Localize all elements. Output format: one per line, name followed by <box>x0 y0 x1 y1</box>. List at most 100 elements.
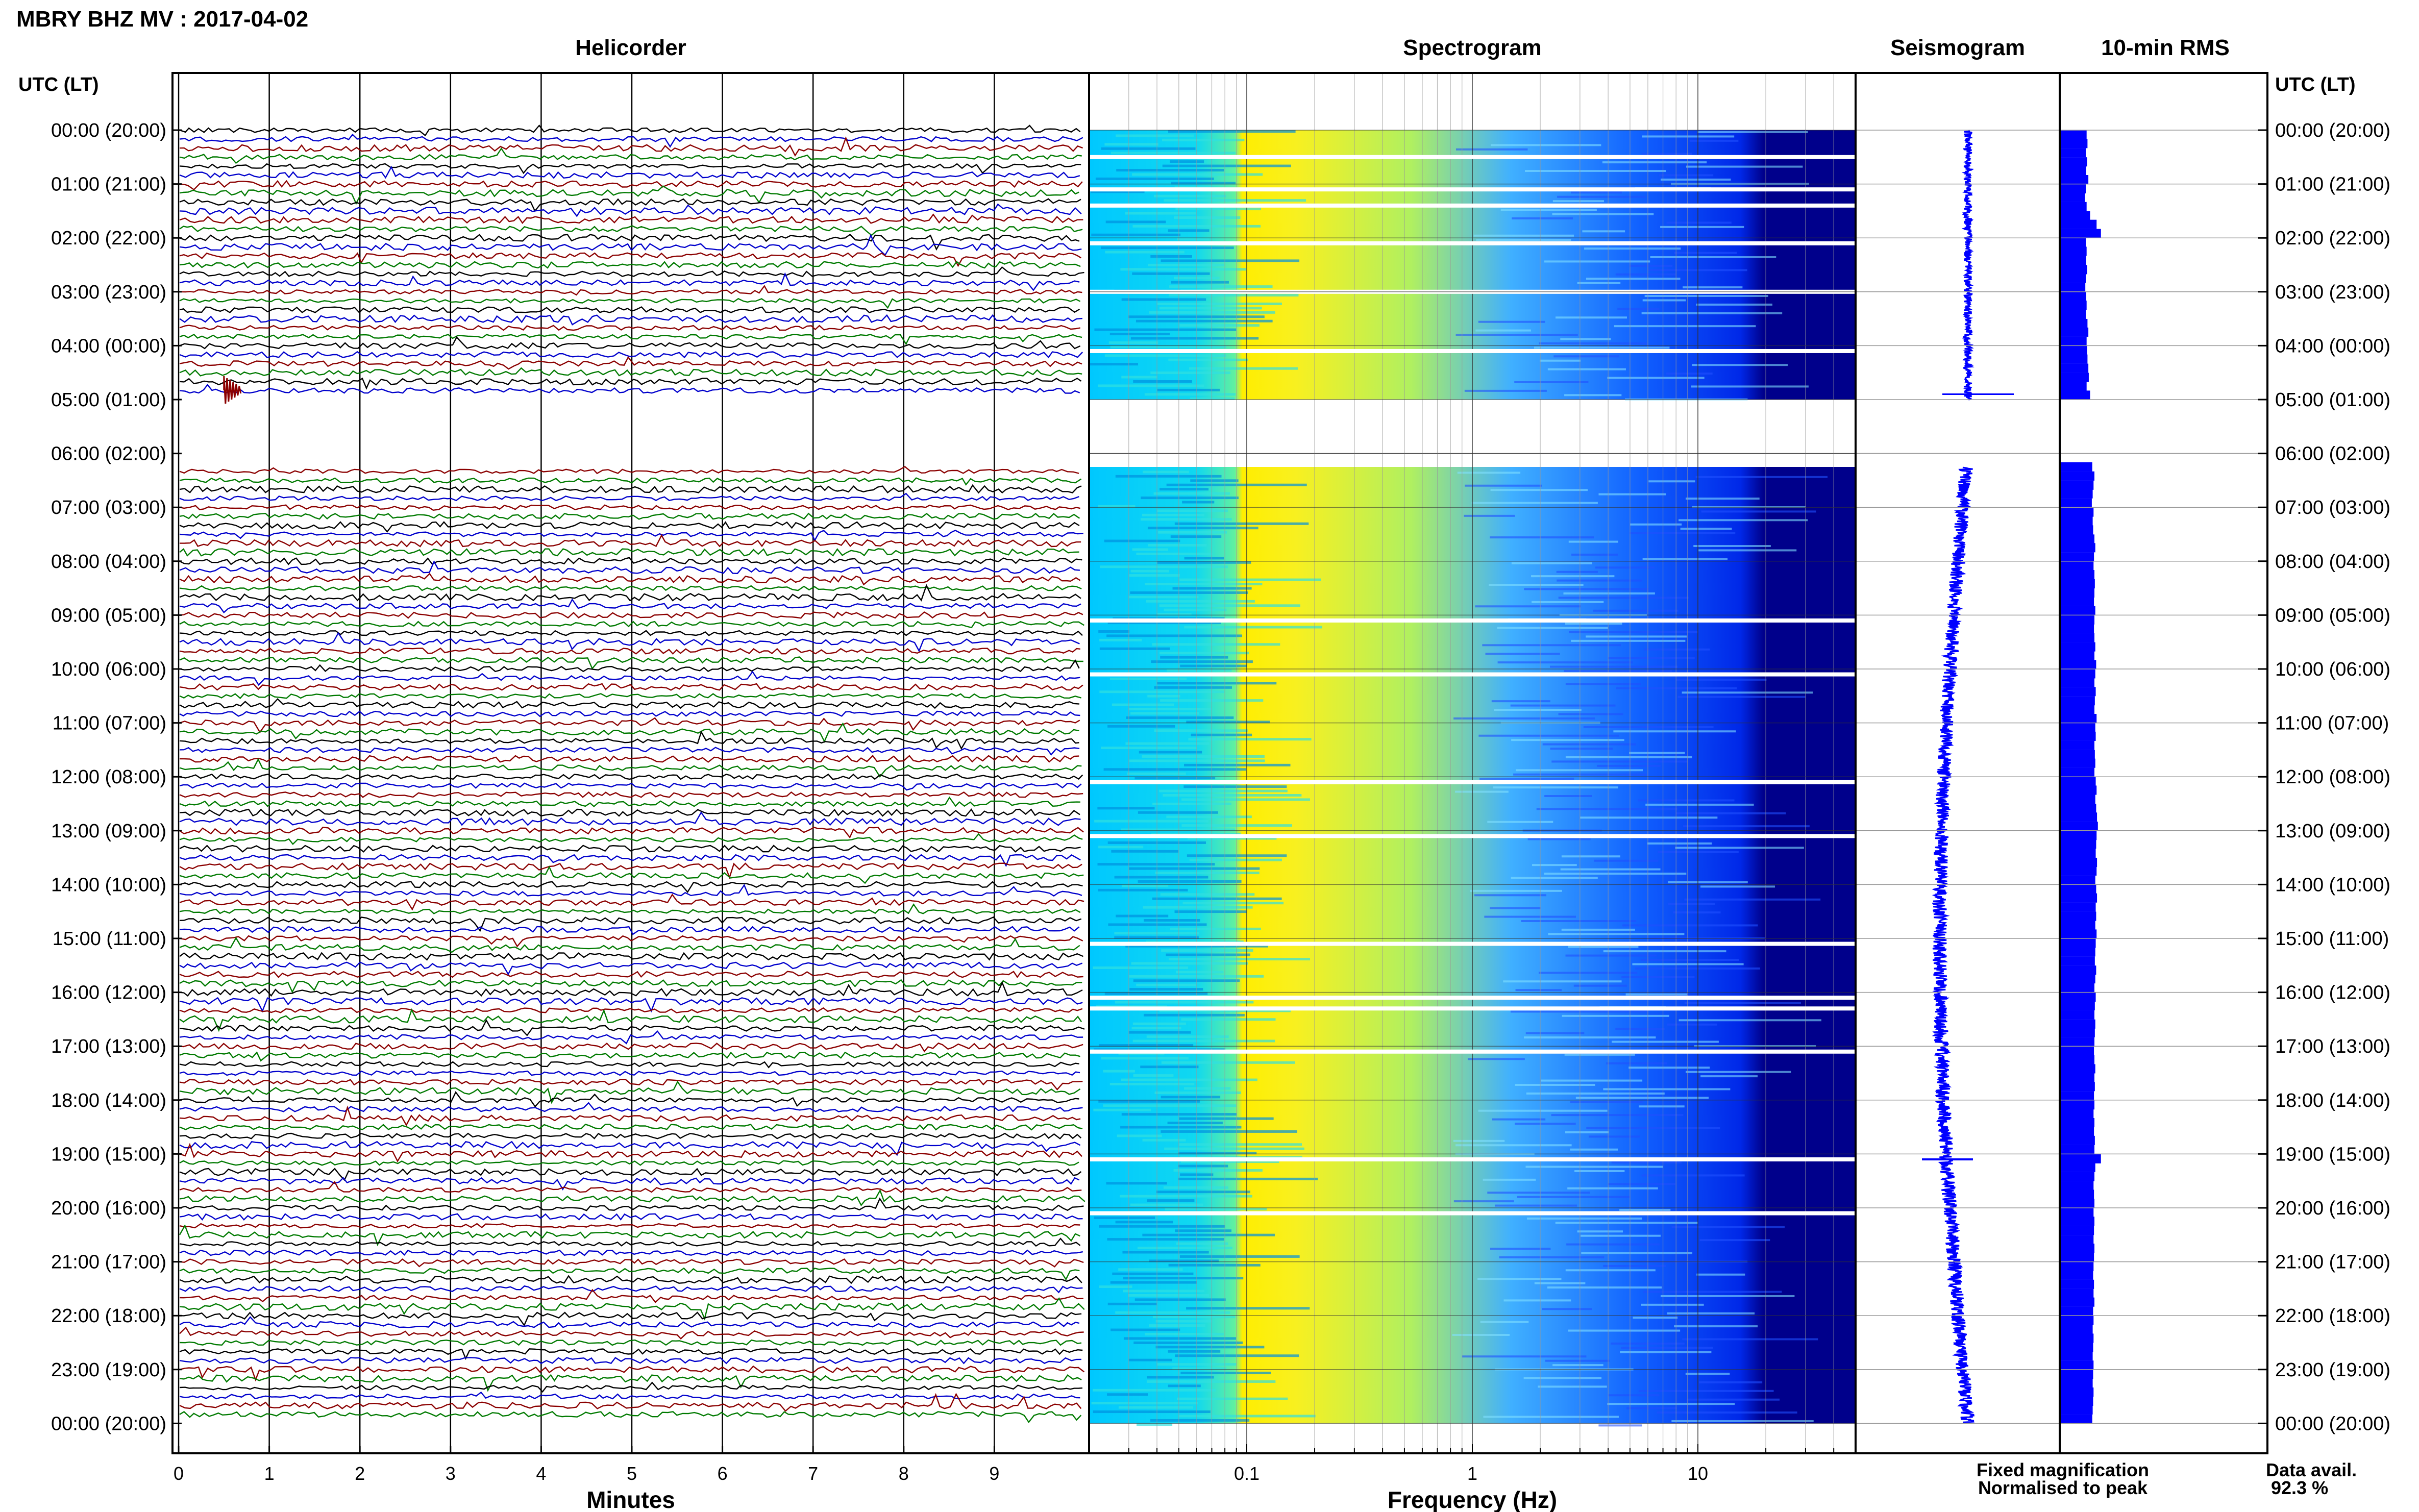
spectrogram-stripe <box>1638 799 1735 802</box>
rms-bar <box>2060 489 2093 499</box>
spectrogram-stripe <box>1181 824 1292 827</box>
spectrogram-stripe <box>1150 255 1192 258</box>
rms-bar <box>2060 157 2087 167</box>
hour-label-right: 23:00 (19:00) <box>2275 1359 2390 1381</box>
spectrogram-stripe <box>1136 552 1213 555</box>
helicorder-trace <box>179 1124 1083 1131</box>
rms-bar <box>2060 866 2097 876</box>
minute-tick-label: 8 <box>899 1463 909 1484</box>
spectrogram-stripe <box>1186 721 1270 724</box>
rms-bar <box>2060 229 2101 238</box>
rms-bar <box>2060 354 2088 364</box>
spectrogram-stripe <box>1156 1191 1250 1194</box>
hour-labels: 00:00 (20:00) 00:00 (20:00) 01:00 (21:00) 0… <box>51 120 2390 1434</box>
helicorder-trace <box>179 1339 1082 1346</box>
rms-bar <box>2060 462 2092 472</box>
hour-label-right: 06:00 (02:00) <box>2275 443 2390 465</box>
helicorder-trace <box>179 584 1081 602</box>
minute-tick-label: 4 <box>536 1463 546 1484</box>
rms-bar <box>2060 714 2097 724</box>
spectrogram-stripe <box>1164 199 1306 202</box>
spectrogram-stripe <box>1178 1143 1302 1146</box>
spectrogram-stripe <box>1157 509 1228 512</box>
spectrogram-stripe <box>1561 855 1620 858</box>
helicorder-trace <box>179 306 1080 314</box>
spectrogram-gap <box>1089 1211 1856 1216</box>
spectrogram-stripe <box>1455 1144 1572 1147</box>
helicorder-trace <box>179 213 1083 224</box>
spectrogram-stripe <box>1525 170 1666 172</box>
helicorder-trace <box>179 225 1083 236</box>
spectrogram-stripe <box>1107 725 1175 728</box>
rms-bar <box>2060 669 2095 679</box>
spectrogram-stripe <box>1683 286 1743 289</box>
spectrogram-stripe <box>1094 1216 1155 1219</box>
hour-label-left: 07:00 (03:00) <box>51 497 166 518</box>
rms-bar <box>2060 875 2095 885</box>
spectrogram-stripe <box>1093 966 1189 969</box>
rms-bar <box>2060 345 2087 355</box>
hour-label-left: 02:00 (22:00) <box>51 228 166 249</box>
spectrogram-stripe <box>1177 238 1210 241</box>
rms-bar <box>2060 256 2086 265</box>
spectrogram-stripe <box>1565 1269 1656 1272</box>
hour-label-right: 13:00 (09:00) <box>2275 821 2390 842</box>
rms-bar <box>2060 1208 2094 1218</box>
rms-bar <box>2060 1073 2094 1083</box>
spectrogram-stripe <box>1628 1067 1710 1069</box>
spectrogram-stripe <box>1187 854 1287 857</box>
spectrogram-stripe <box>1118 1268 1183 1271</box>
spectrogram-stripe <box>1455 334 1578 336</box>
spectrogram-stripe <box>1647 269 1747 271</box>
spectrogram-stripe <box>1129 988 1203 991</box>
frequency-tick-label: 10 <box>1688 1463 1708 1484</box>
rms-bar <box>2060 974 2095 984</box>
rms-bar <box>2060 1064 2095 1074</box>
spectrogram-gap <box>1089 203 1856 208</box>
spectrogram-stripe <box>1581 1234 1661 1237</box>
spectrogram-stripe <box>1589 1135 1640 1138</box>
spectrogram-stripe <box>1457 472 1521 474</box>
helicorder-trace <box>179 611 1083 619</box>
helicorder-trace <box>179 147 1082 164</box>
minute-tick-label: 2 <box>355 1463 365 1484</box>
rms-bar <box>2060 1261 2094 1272</box>
spectrogram-stripe <box>1565 683 1641 685</box>
rms-bar <box>2060 1288 2094 1298</box>
rms-bar <box>2060 265 2087 275</box>
spectrogram-stripe <box>1564 1053 1635 1056</box>
spectrogram-stripe <box>1534 1282 1586 1284</box>
spectrogram-stripe <box>1142 513 1204 516</box>
rms-bar <box>2060 175 2089 185</box>
spectrogram-stripe <box>1622 924 1758 927</box>
rms-bar <box>2060 1235 2094 1245</box>
spectrogram-stripe <box>1101 1057 1189 1060</box>
helicorder-trace <box>179 1143 1082 1162</box>
helicorder-trace <box>179 285 1082 296</box>
hour-label-left: 12:00 (08:00) <box>51 766 166 788</box>
spectrogram-stripe <box>1499 1256 1605 1258</box>
helicorder-trace <box>179 477 1082 486</box>
spectrogram-stripe <box>1104 143 1158 146</box>
spectrogram-stripe <box>1619 1209 1671 1211</box>
spectrogram-stripe <box>1174 216 1241 219</box>
rms-bar <box>2060 597 2094 606</box>
spectrogram-stripe <box>1181 1160 1279 1163</box>
rms-bar <box>2060 246 2087 256</box>
spectrogram-stripe <box>1538 1385 1607 1388</box>
spectrogram-stripe <box>1516 769 1643 772</box>
spectrogram-stripe <box>1483 1416 1619 1418</box>
rms-bar <box>2060 1343 2093 1352</box>
spectrogram-stripe <box>1128 708 1212 711</box>
spectrogram-stripe <box>1526 1092 1665 1095</box>
spectrogram-stripe <box>1133 1341 1243 1344</box>
spectrogram-stripe <box>1641 153 1693 155</box>
helicorder-trace <box>179 808 1080 817</box>
spectrogram-stripe <box>1608 657 1695 659</box>
spectrogram-stripe <box>1671 1420 1814 1422</box>
spectrogram-stripe <box>1187 837 1277 840</box>
spectrogram-stripe <box>1565 1131 1609 1133</box>
rms-bar <box>2060 498 2092 508</box>
data-gap-layer <box>172 400 2267 467</box>
spectrogram-stripe <box>1477 1278 1562 1280</box>
